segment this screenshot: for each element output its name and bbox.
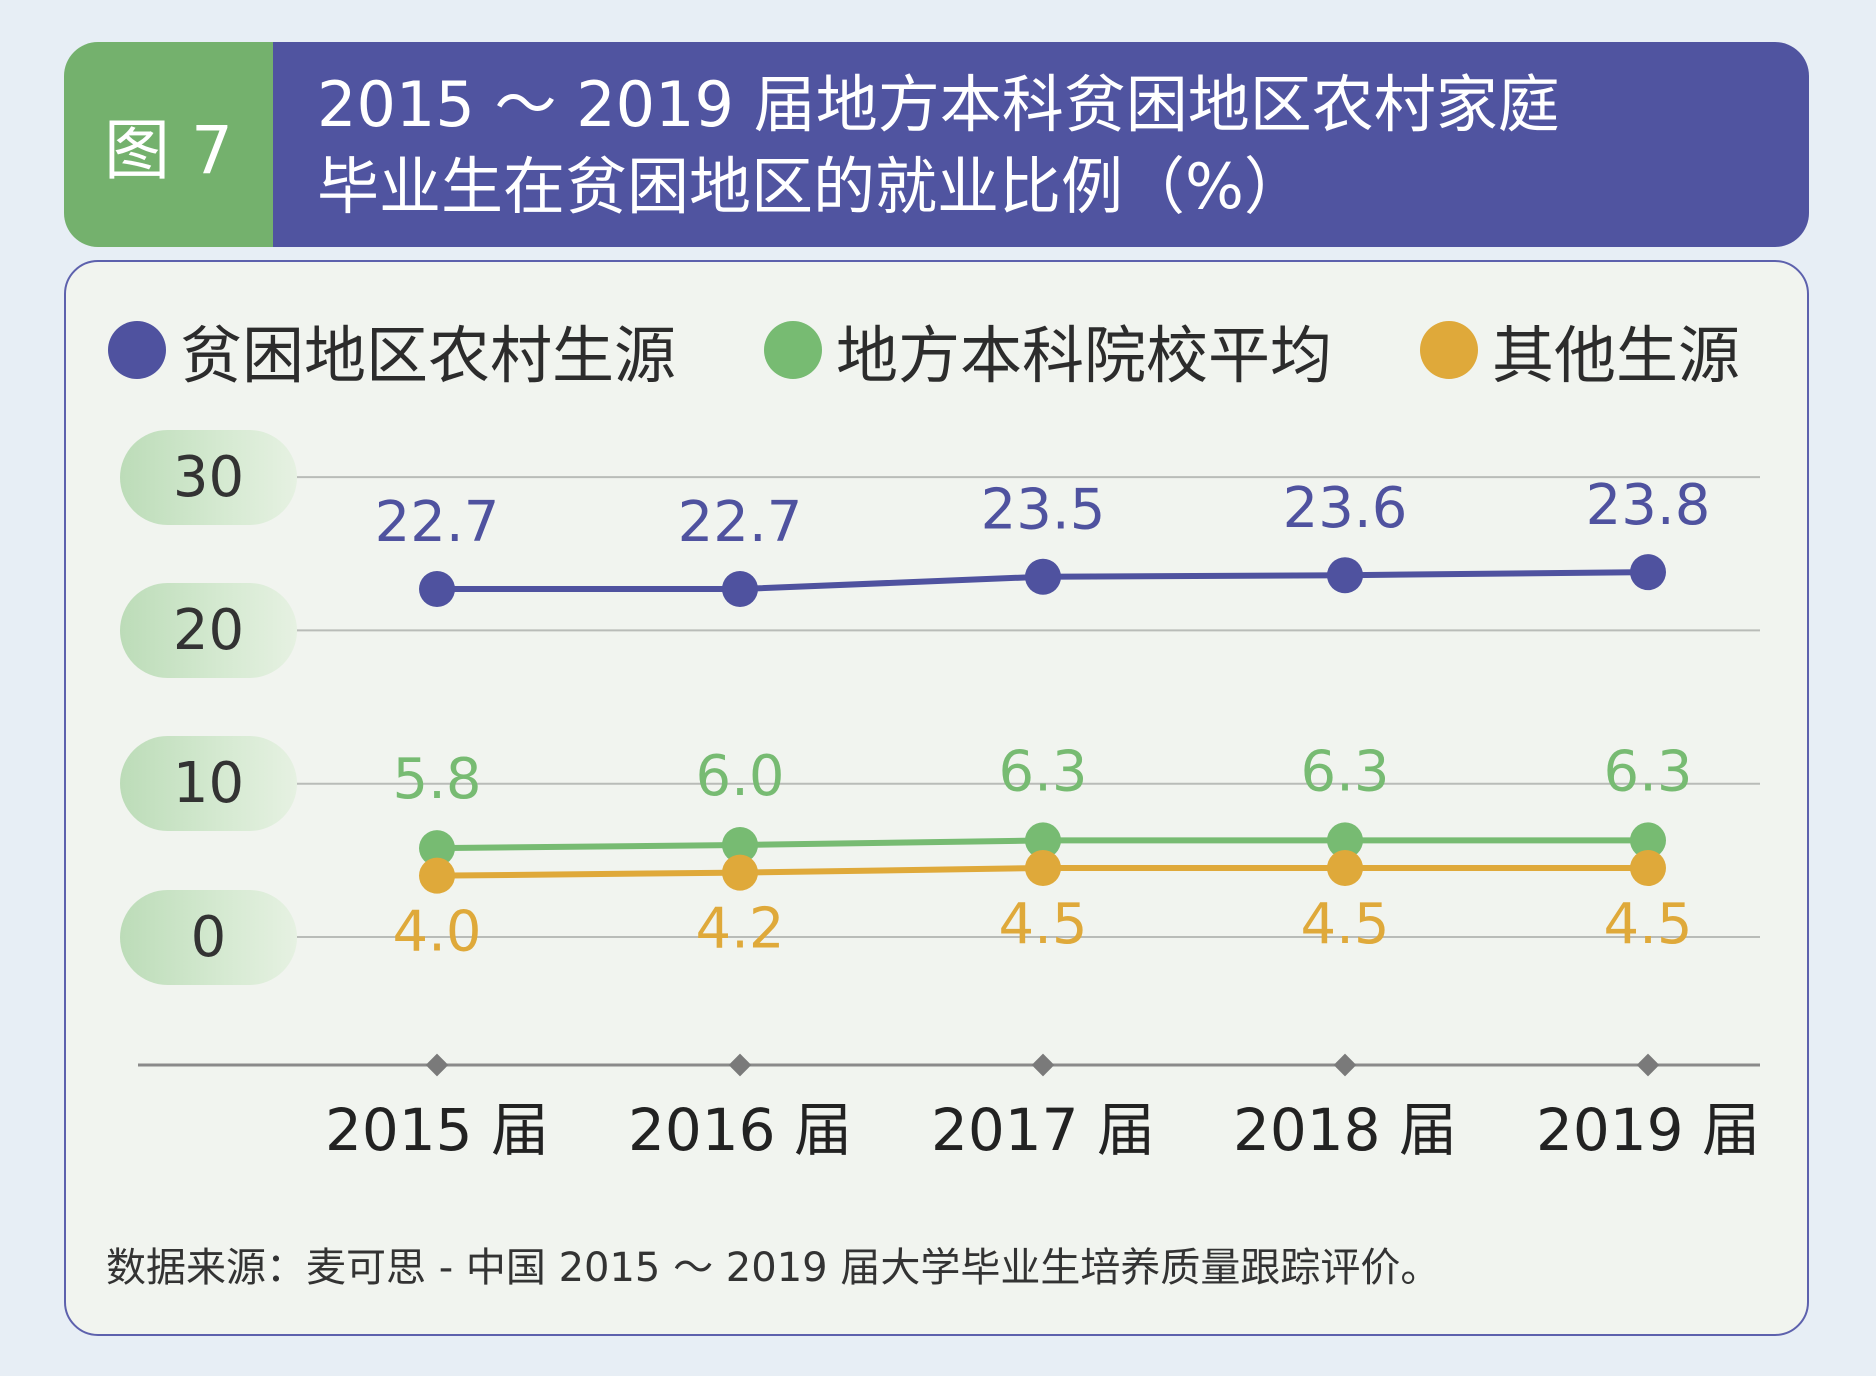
data-label: 23.5 bbox=[981, 478, 1106, 543]
data-point bbox=[1327, 557, 1363, 594]
figure-number: 图 7 bbox=[64, 42, 273, 247]
data-label: 22.7 bbox=[678, 490, 803, 555]
x-tick-label: 2018 届 bbox=[1233, 1096, 1457, 1164]
data-point bbox=[1025, 558, 1061, 595]
x-tick-label: 2016 届 bbox=[628, 1096, 852, 1164]
data-label: 23.8 bbox=[1586, 473, 1711, 538]
y-tick-0: 0 bbox=[120, 890, 297, 985]
x-axis-tick-marker bbox=[1333, 1053, 1357, 1077]
chart-panel bbox=[64, 260, 1809, 1336]
y-tick-30: 30 bbox=[120, 430, 297, 525]
legend-label-other: 其他生源 bbox=[1492, 319, 1741, 392]
data-point bbox=[722, 827, 758, 864]
data-label: 22.7 bbox=[375, 490, 500, 555]
data-point bbox=[1630, 822, 1666, 859]
data-point bbox=[1630, 850, 1666, 887]
chart-header: 图 7 2015 ～ 2019 届地方本科贫困地区农村家庭 毕业生在贫困地区的就… bbox=[64, 42, 1809, 247]
x-tick-label: 2017 届 bbox=[931, 1096, 1155, 1164]
y-tick-20: 20 bbox=[120, 583, 297, 678]
x-tick-label: 2015 届 bbox=[325, 1096, 549, 1164]
data-point bbox=[1025, 850, 1061, 887]
x-axis-tick-marker bbox=[1031, 1053, 1055, 1077]
legend-label-average: 地方本科院校平均 bbox=[836, 319, 1333, 392]
data-label: 6.3 bbox=[998, 739, 1087, 804]
data-point bbox=[1327, 822, 1363, 859]
x-tick-label: 2019 届 bbox=[1536, 1096, 1760, 1164]
x-axis-tick-marker bbox=[728, 1053, 752, 1077]
data-label: 4.5 bbox=[1603, 892, 1692, 957]
data-label: 4.5 bbox=[998, 892, 1087, 957]
data-label: 5.8 bbox=[392, 747, 481, 812]
legend-dot-poor-rural bbox=[108, 321, 166, 379]
legend-item-other: 其他生源 bbox=[1420, 305, 1740, 395]
y-tick-10: 10 bbox=[120, 736, 297, 831]
data-point bbox=[722, 854, 758, 891]
legend-item-average: 地方本科院校平均 bbox=[764, 305, 1332, 395]
legend-item-poor-rural: 贫困地区农村生源 bbox=[108, 305, 676, 395]
x-axis-tick-marker bbox=[425, 1053, 449, 1077]
data-label: 6.3 bbox=[1603, 739, 1692, 804]
legend-dot-other bbox=[1420, 321, 1479, 379]
data-point bbox=[1630, 554, 1666, 591]
data-label: 6.3 bbox=[1300, 739, 1389, 804]
chart-title: 2015 ～ 2019 届地方本科贫困地区农村家庭 毕业生在贫困地区的就业比例（… bbox=[273, 42, 1809, 247]
data-point bbox=[722, 571, 758, 608]
data-point bbox=[419, 571, 455, 608]
data-label: 23.6 bbox=[1283, 476, 1408, 541]
data-point bbox=[1327, 850, 1363, 887]
data-label: 4.2 bbox=[695, 897, 784, 962]
data-label: 6.0 bbox=[695, 744, 784, 809]
data-label: 4.0 bbox=[392, 900, 481, 965]
legend-dot-average bbox=[764, 321, 823, 379]
data-label: 4.5 bbox=[1300, 892, 1389, 957]
legend: 贫困地区农村生源 地方本科院校平均 其他生源 bbox=[108, 310, 1740, 392]
data-point bbox=[1025, 822, 1061, 859]
legend-label-poor-rural: 贫困地区农村生源 bbox=[180, 319, 677, 392]
data-point bbox=[419, 857, 455, 894]
x-axis-tick-marker bbox=[1636, 1053, 1660, 1077]
data-source-note: 数据来源：麦可思 - 中国 2015 ～ 2019 届大学毕业生培养质量跟踪评价… bbox=[106, 1245, 1441, 1291]
data-point bbox=[419, 830, 455, 867]
